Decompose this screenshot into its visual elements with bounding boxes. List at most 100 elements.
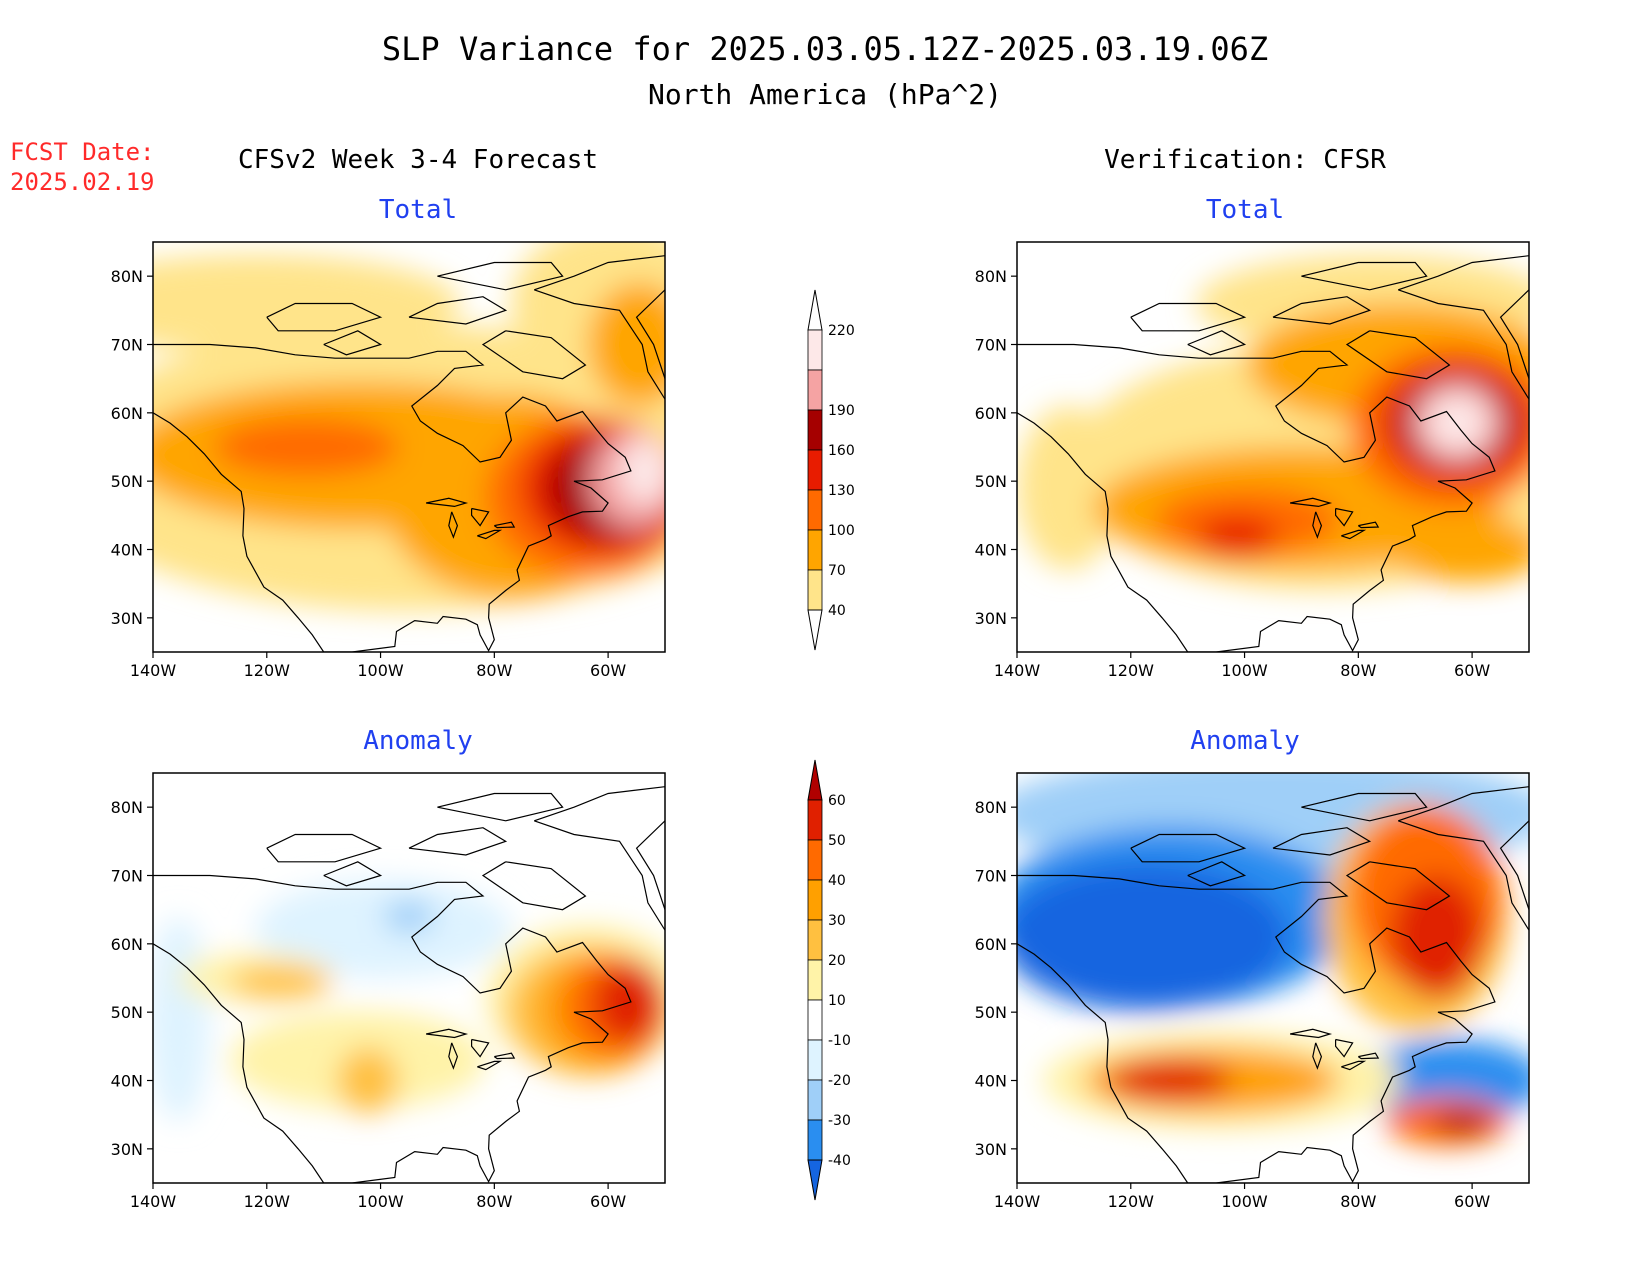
main-subtitle: North America (hPa^2) xyxy=(648,78,1002,111)
coastline-arctic-island xyxy=(1187,861,1247,887)
colorbar-segment xyxy=(807,1079,823,1121)
colorbar-segment xyxy=(807,999,823,1041)
contour-fill xyxy=(1109,1060,1233,1101)
colorbar-segment xyxy=(807,489,823,531)
colorbar-anomaly-label: -20 xyxy=(828,1073,851,1089)
colorbar-total-label: 100 xyxy=(828,523,855,539)
great-lake xyxy=(471,507,490,527)
lat-tick-label: 70N xyxy=(975,336,1007,355)
colorbar-total: 40 70 100 130 160 190 220 xyxy=(807,289,855,651)
coastline-greenland xyxy=(1398,786,1529,931)
colorbar-segment xyxy=(807,1119,823,1161)
coastline-arctic-island xyxy=(1345,330,1451,380)
lat-tick-label: 80N xyxy=(111,798,143,817)
lon-tick-label: 60W xyxy=(1454,1192,1490,1211)
lat-tick-label: 40N xyxy=(111,541,143,560)
lon-tick-label: 140W xyxy=(994,1192,1041,1211)
coastline-north-america xyxy=(1017,874,1496,1183)
great-lake xyxy=(1341,529,1367,540)
colorbar-total-label: 220 xyxy=(828,323,855,339)
coastline-arctic-island xyxy=(1187,330,1247,356)
contour-fill xyxy=(1017,863,1289,1011)
colorbar-tip-bottom xyxy=(807,609,823,651)
coastline-greenland xyxy=(1398,255,1529,400)
lat-tick-label: 80N xyxy=(975,267,1007,286)
lat-tick-label: 40N xyxy=(975,541,1007,560)
coastline-north-america xyxy=(1017,343,1496,652)
colorbar-total-label: 40 xyxy=(828,603,846,619)
lat-tick-label: 50N xyxy=(111,472,143,491)
contour-fill xyxy=(383,900,435,933)
great-lake xyxy=(1312,511,1323,539)
coastlines xyxy=(1017,786,1529,1183)
map-frame xyxy=(1016,772,1530,1184)
great-lake xyxy=(493,1052,516,1060)
colorbar-anomaly-label: 30 xyxy=(828,913,846,929)
lat-tick-label: 50N xyxy=(975,1003,1007,1022)
lon-tick-label: 100W xyxy=(1221,661,1268,680)
colorbar-total-label: 70 xyxy=(828,563,846,579)
lon-tick-label: 140W xyxy=(994,661,1041,680)
colorbar-anomaly-label: -30 xyxy=(828,1113,851,1129)
coastline-arctic-island xyxy=(481,861,587,911)
coastline-arctic-island xyxy=(1301,792,1428,822)
contour-fill xyxy=(255,879,512,978)
map-panel-verification-total: 140W 120W 100W 80W 60W 80N 70N 60N 50N 40N 30N xyxy=(975,241,1530,680)
great-lake xyxy=(1334,1038,1354,1058)
lat-tick-label: 40N xyxy=(111,1072,143,1091)
great-lake xyxy=(425,497,469,508)
colorbar-segment xyxy=(807,569,823,611)
lat-tick-label: 60N xyxy=(975,935,1007,954)
colorbar-tip-bottom xyxy=(807,1159,823,1201)
colorbar-tip-top xyxy=(807,759,823,801)
lon-tick-label: 60W xyxy=(590,1192,626,1211)
colorbar-segment xyxy=(807,839,823,881)
coastline-arctic-island xyxy=(481,330,587,380)
lat-tick-label: 70N xyxy=(111,867,143,886)
lon-tick-label: 120W xyxy=(244,661,291,680)
lon-tick-label: 100W xyxy=(357,1192,404,1211)
lat-tick-label: 60N xyxy=(111,935,143,954)
colorbar-segment xyxy=(807,329,823,371)
shaded-field xyxy=(1017,773,1529,1147)
lat-tick-label: 30N xyxy=(975,609,1007,628)
great-lake xyxy=(1341,1060,1367,1071)
great-lake xyxy=(477,529,503,540)
colorbar-anomaly-label: 10 xyxy=(828,993,846,1009)
lon-tick-label: 140W xyxy=(130,661,177,680)
contour-fill xyxy=(1360,1039,1529,1122)
map-panel-forecast-anomaly: 140W 120W 100W 80W 60W 80N 70N 60N 50N 40N 30N xyxy=(111,772,666,1211)
forecast-column-header: CFSv2 Week 3-4 Forecast xyxy=(238,145,598,175)
map-panel-verification-anomaly: 140W 120W 100W 80W 60W 80N 70N 60N 50N 40N 30N xyxy=(975,772,1530,1211)
contour-fill xyxy=(229,965,333,999)
lat-tick-label: 80N xyxy=(975,798,1007,817)
lat-tick-label: 60N xyxy=(111,404,143,423)
main-title: SLP Variance for 2025.03.05.12Z-2025.03.… xyxy=(382,30,1268,68)
coastlines xyxy=(153,255,665,652)
verification-column-header: Verification: CFSR xyxy=(1104,145,1386,175)
lat-tick-label: 40N xyxy=(975,1072,1007,1091)
lon-tick-label: 80W xyxy=(476,661,512,680)
colorbar-segment xyxy=(807,799,823,841)
contour-fill xyxy=(618,438,665,505)
lat-tick-label: 30N xyxy=(111,1140,143,1159)
great-lake xyxy=(477,1060,503,1071)
map-panel-forecast-total: 140W 120W 100W 80W 60W 80N 70N 60N 50N 40N 30N xyxy=(111,241,666,680)
colorbar-anomaly-label: 40 xyxy=(828,873,846,889)
colorbar-anomaly: 60 50 40 30 20 10 -10 -20 -30 -40 xyxy=(807,759,851,1201)
coastline-arctic-island xyxy=(323,861,383,887)
contour-fill xyxy=(1431,1109,1494,1134)
map-frame xyxy=(1016,241,1530,653)
lon-tick-label: 80W xyxy=(476,1192,512,1211)
coastline-arctic-island xyxy=(437,792,564,822)
great-lake xyxy=(1357,521,1380,529)
fcst-date-label: FCST Date: xyxy=(10,138,155,166)
lat-tick-label: 30N xyxy=(111,609,143,628)
colorbar-segment xyxy=(807,369,823,411)
colorbar-total-label: 130 xyxy=(828,483,855,499)
great-lake xyxy=(448,1042,459,1070)
colorbar-anomaly-label: -10 xyxy=(828,1033,851,1049)
colorbar-anomaly-label: -40 xyxy=(828,1153,851,1169)
coastline-arctic-island xyxy=(437,261,564,291)
